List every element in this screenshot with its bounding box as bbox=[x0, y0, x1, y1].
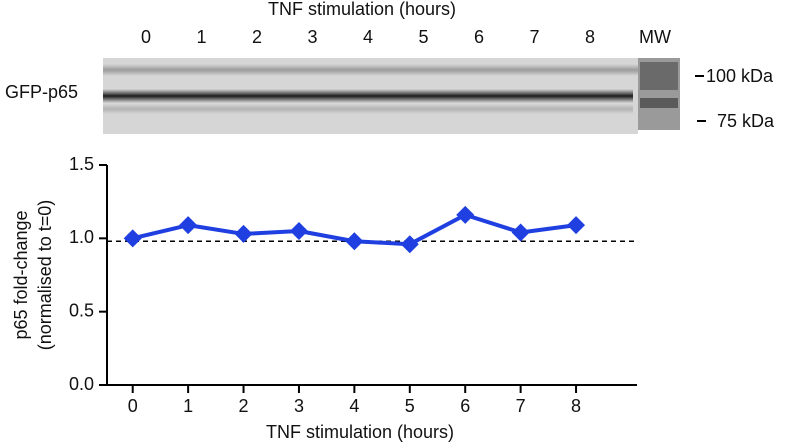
data-point bbox=[123, 229, 142, 248]
blot-image bbox=[103, 58, 680, 134]
lane-label: 3 bbox=[307, 27, 317, 47]
x-tick-label: 7 bbox=[516, 396, 526, 416]
lane-label: 2 bbox=[252, 27, 262, 47]
x-tick-label: 6 bbox=[460, 396, 470, 416]
lane-label: 7 bbox=[529, 27, 539, 47]
y-axis-label: (normalised to t=0) bbox=[35, 200, 55, 351]
x-axis-label: TNF stimulation (hours) bbox=[266, 422, 454, 442]
x-tick-label: 8 bbox=[571, 396, 581, 416]
row-label: GFP-p65 bbox=[5, 82, 78, 102]
data-point bbox=[567, 216, 586, 235]
lane-label: MW bbox=[639, 27, 671, 47]
x-tick-label: 0 bbox=[128, 396, 138, 416]
y-tick-label: 1.0 bbox=[69, 227, 94, 247]
x-tick-label: 4 bbox=[349, 396, 359, 416]
y-axis-label: p65 fold-change bbox=[11, 210, 31, 339]
y-tick-label: 0.5 bbox=[69, 300, 94, 320]
data-point bbox=[456, 205, 475, 224]
data-point bbox=[234, 224, 253, 243]
lane-label: 5 bbox=[418, 27, 428, 47]
marker-label: 100 kDa bbox=[706, 66, 774, 86]
data-point bbox=[345, 232, 364, 251]
x-tick-label: 3 bbox=[294, 396, 304, 416]
lane-label: 8 bbox=[585, 27, 595, 47]
lane-label: 4 bbox=[363, 27, 373, 47]
y-tick-label: 0.0 bbox=[69, 374, 94, 394]
blot-title: TNF stimulation (hours) bbox=[268, 0, 456, 19]
x-tick-label: 2 bbox=[239, 396, 249, 416]
x-tick-label: 5 bbox=[405, 396, 415, 416]
lane-label: 0 bbox=[141, 27, 151, 47]
y-tick-label: 1.5 bbox=[69, 154, 94, 174]
lane-label: 1 bbox=[196, 27, 206, 47]
x-tick-label: 1 bbox=[183, 396, 193, 416]
data-point bbox=[511, 223, 530, 242]
data-point bbox=[400, 235, 419, 254]
marker-label: 75 kDa bbox=[717, 111, 775, 131]
data-point bbox=[179, 216, 198, 235]
data-point bbox=[289, 222, 308, 240]
lane-label: 6 bbox=[474, 27, 484, 47]
